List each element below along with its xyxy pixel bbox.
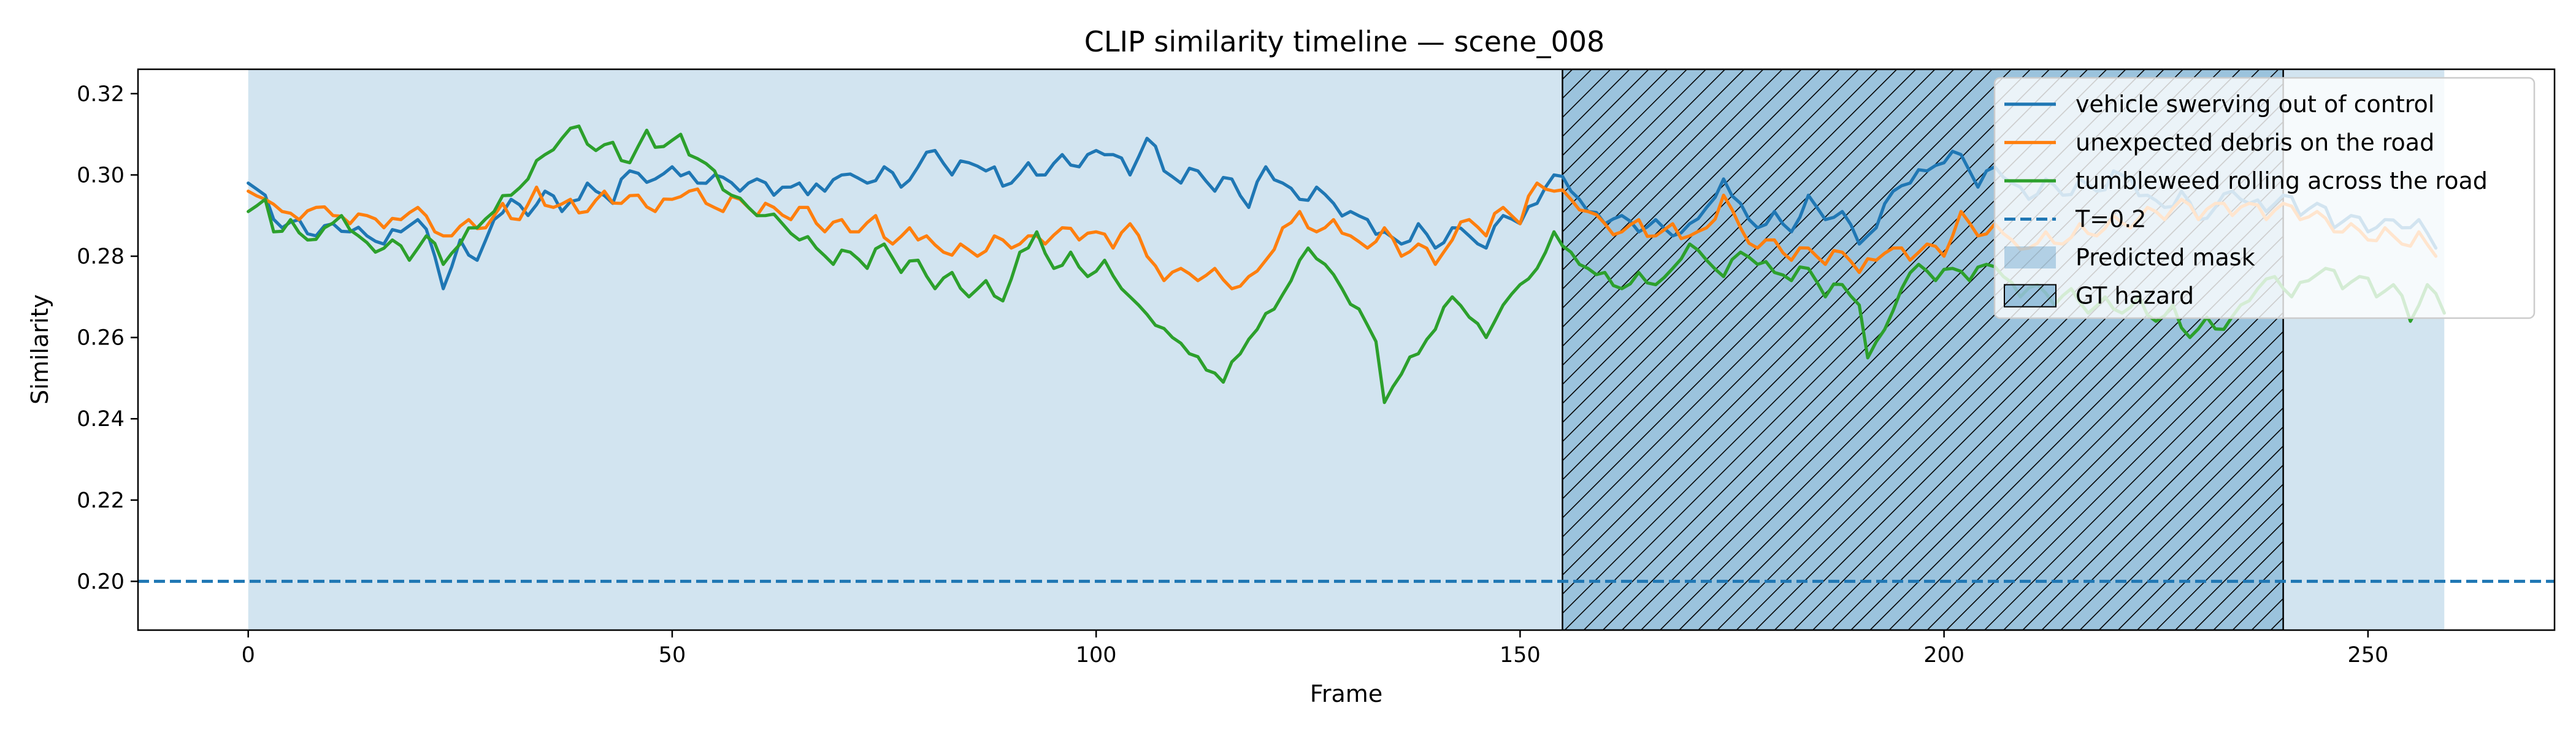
x-tick-label: 100	[1076, 643, 1117, 668]
y-tick-label: 0.24	[77, 407, 125, 432]
legend-label-threshold: T=0.2	[2075, 206, 2146, 233]
legend-swatch-gt-hazard	[2004, 284, 2057, 308]
y-tick-label: 0.28	[77, 245, 125, 269]
legend-label-series-1: unexpected debris on the road	[2076, 129, 2434, 156]
chart-title: CLIP similarity timeline — scene_008	[1084, 25, 1605, 58]
legend-label-predicted-mask: Predicted mask	[2076, 244, 2255, 271]
legend: vehicle swerving out of control unexpecte…	[1993, 77, 2536, 319]
x-tick-label: 200	[1923, 643, 1965, 668]
x-axis-label: Frame	[1310, 680, 1382, 707]
x-tick-label: 150	[1500, 643, 1541, 668]
axes-layer: 0 50 100 150 200 250 0.20 0.22 0.24 0.26 0.28 0.30 0…	[77, 82, 2388, 668]
axes-frame	[137, 68, 2556, 631]
legend-box	[1993, 77, 2536, 319]
legend-label-series-2: tumbleweed rolling across the road	[2076, 167, 2488, 194]
y-tick-label: 0.20	[77, 569, 125, 594]
legend-label-series-0: vehicle swerving out of control	[2076, 91, 2434, 118]
x-tick-label: 50	[659, 643, 686, 668]
x-tick-label: 0	[242, 643, 255, 668]
y-tick-label: 0.32	[77, 82, 125, 107]
y-tick-label: 0.26	[77, 326, 125, 351]
legend-label-gt-hazard: GT hazard	[2076, 283, 2194, 310]
y-tick-label: 0.22	[77, 489, 125, 513]
x-tick-label: 250	[2347, 643, 2388, 668]
plot-frame	[137, 68, 2556, 631]
y-axis-label: Similarity	[26, 294, 53, 405]
legend-swatch-predicted-mask	[2004, 246, 2056, 268]
y-tick-label: 0.30	[77, 163, 125, 188]
